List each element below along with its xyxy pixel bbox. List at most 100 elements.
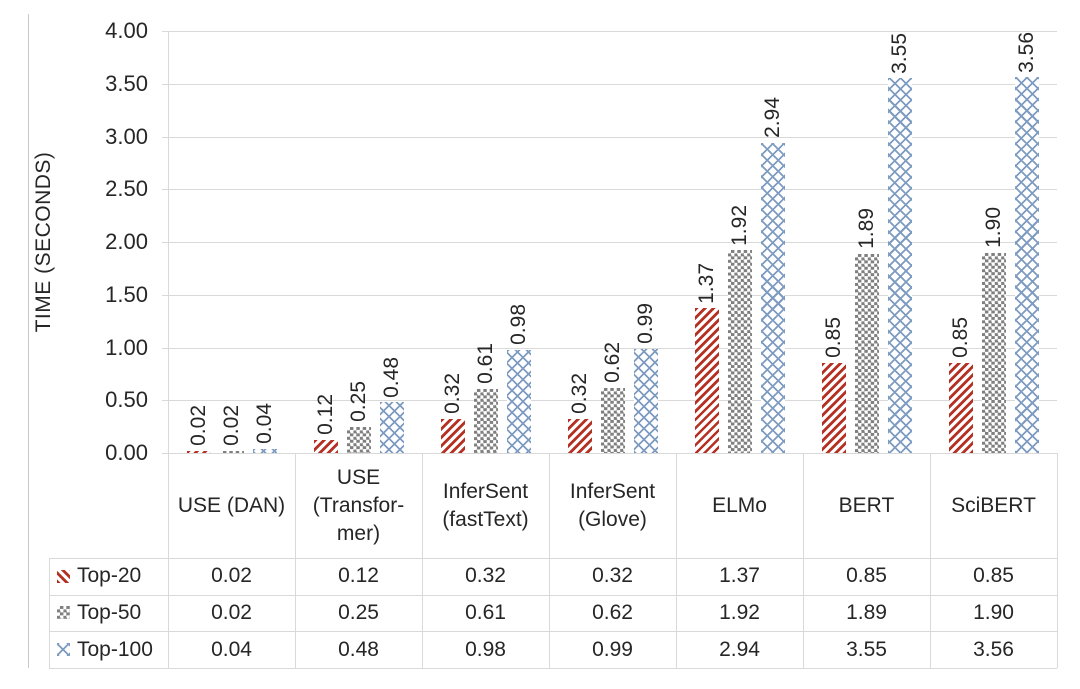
bar [1014, 77, 1039, 453]
bar [346, 426, 371, 453]
gridline [162, 31, 1057, 32]
bar-value-label: 0.04 [253, 402, 276, 444]
gridline [162, 242, 1057, 243]
category-label: USE (Transfor-mer) [295, 453, 422, 558]
bar-value-label: 0.12 [314, 394, 337, 436]
category-column-border [930, 453, 931, 668]
y-axis-tick-label: 3.00 [105, 123, 148, 149]
category-label-line: InferSent [569, 479, 656, 503]
table-cell-value: 0.98 [465, 637, 506, 661]
category-label: USE (DAN) [168, 453, 295, 558]
legend-row-top-20: Top-20 [49, 558, 168, 595]
table-row-border [49, 668, 1057, 669]
table-cell-value: 0.02 [211, 564, 252, 588]
bar-value-label: 0.85 [822, 317, 845, 359]
y-axis-line [168, 31, 169, 668]
gridline [162, 136, 1057, 138]
bar-value-label: 0.32 [568, 373, 591, 415]
top-50-swatch-icon [57, 606, 70, 620]
bar [567, 419, 592, 453]
bar [854, 253, 879, 453]
table-cell-value: 0.32 [592, 564, 633, 588]
category-label-line: ELMo [712, 493, 767, 517]
table-cell-value: 0.85 [846, 564, 887, 588]
bar [473, 388, 498, 453]
table-cell-value: 0.62 [592, 600, 633, 624]
y-axis-tick-label: 4.00 [105, 18, 148, 43]
bar-value-label: 3.55 [888, 32, 911, 74]
bar [219, 450, 244, 453]
bar-value-label: 1.37 [695, 262, 718, 304]
x-axis-baseline [162, 453, 1057, 454]
table-cell-value: 0.02 [211, 600, 252, 624]
gridline [162, 347, 1057, 349]
table-cell-value: 0.48 [338, 637, 379, 661]
bar-value-label: 0.48 [380, 356, 403, 398]
table-cell-value: 1.89 [846, 600, 887, 624]
bar [313, 440, 338, 453]
category-column-border [549, 453, 550, 668]
category-label: ELMo [676, 453, 803, 558]
legend-label: Top-50 [77, 600, 142, 624]
bar-value-label: 0.02 [220, 405, 243, 446]
table-cell-value: 0.32 [465, 564, 506, 588]
table-cell-value: 0.12 [338, 564, 379, 588]
category-label: InferSent (fastText) [422, 453, 549, 558]
bar [633, 348, 658, 453]
bar [727, 250, 752, 453]
category-column-border [676, 453, 677, 668]
bar-value-label: 0.62 [601, 341, 624, 383]
table-cell-value: 0.61 [465, 600, 506, 624]
category-column-border [422, 453, 423, 668]
y-axis-tick-label: 2.00 [105, 229, 148, 254]
y-axis-tick-label: 0.50 [105, 387, 148, 413]
gridline [162, 294, 1057, 296]
top-20-swatch-icon [57, 569, 70, 583]
table-cell-value: 0.04 [211, 637, 252, 661]
y-axis-tick-label: 1.50 [105, 281, 148, 307]
bar-value-label: 0.99 [634, 302, 657, 344]
table-cell-value: 2.94 [719, 637, 760, 661]
category-column-border [1057, 453, 1058, 668]
category-label: SciBERT [930, 453, 1057, 558]
category-label-line: SciBERT [951, 493, 1036, 517]
legend-row-top-100: Top-100 [49, 631, 168, 668]
y-axis-tick-label: 1.00 [105, 334, 148, 360]
y-axis-title: TIME (SECONDS) [32, 151, 55, 333]
category-label-line: (Glove) [578, 507, 647, 531]
bar [440, 419, 465, 453]
bar [379, 402, 404, 453]
bar-value-label: 0.61 [474, 342, 497, 384]
plot-area: 0.02 0.02 0.04 0.12 0.25 0.48 0.32 0.61 0.98 0.32… [168, 31, 1057, 453]
category-label-line: InferSent [442, 479, 529, 503]
table-row-border [49, 631, 1057, 633]
legend-row-top-50: Top-50 [49, 595, 168, 632]
table-cell-value: 1.37 [719, 564, 760, 588]
category-label-line: (Transfor- [312, 493, 405, 517]
bar-value-label: 0.85 [949, 317, 972, 359]
table-cell-value: 3.56 [973, 637, 1014, 661]
bar-value-label: 0.25 [347, 380, 370, 422]
y-axis-tick-label: 3.50 [105, 70, 148, 96]
bar-value-label: 0.98 [507, 303, 530, 345]
table-cell-value: 0.85 [973, 564, 1014, 588]
bar [948, 363, 973, 453]
legend-column-left-border [49, 558, 50, 668]
category-label-line: USE (DAN) [177, 493, 286, 517]
bar [760, 142, 785, 453]
bar-value-label: 0.32 [441, 373, 464, 415]
top-100-swatch-icon [57, 643, 70, 657]
category-label-line: USE [336, 465, 381, 489]
legend-label: Top-100 [77, 637, 153, 661]
table-row-border [49, 558, 1057, 559]
table-row-border [49, 594, 1057, 596]
bar-value-label: 2.94 [761, 96, 784, 138]
bar-value-label: 3.56 [1015, 31, 1038, 73]
bar-value-label: 1.90 [982, 206, 1005, 248]
bar [887, 78, 912, 453]
figure-left-border [28, 14, 29, 668]
bar-value-label: 0.02 [187, 405, 210, 446]
bar [600, 387, 625, 453]
category-column-border [295, 453, 296, 668]
